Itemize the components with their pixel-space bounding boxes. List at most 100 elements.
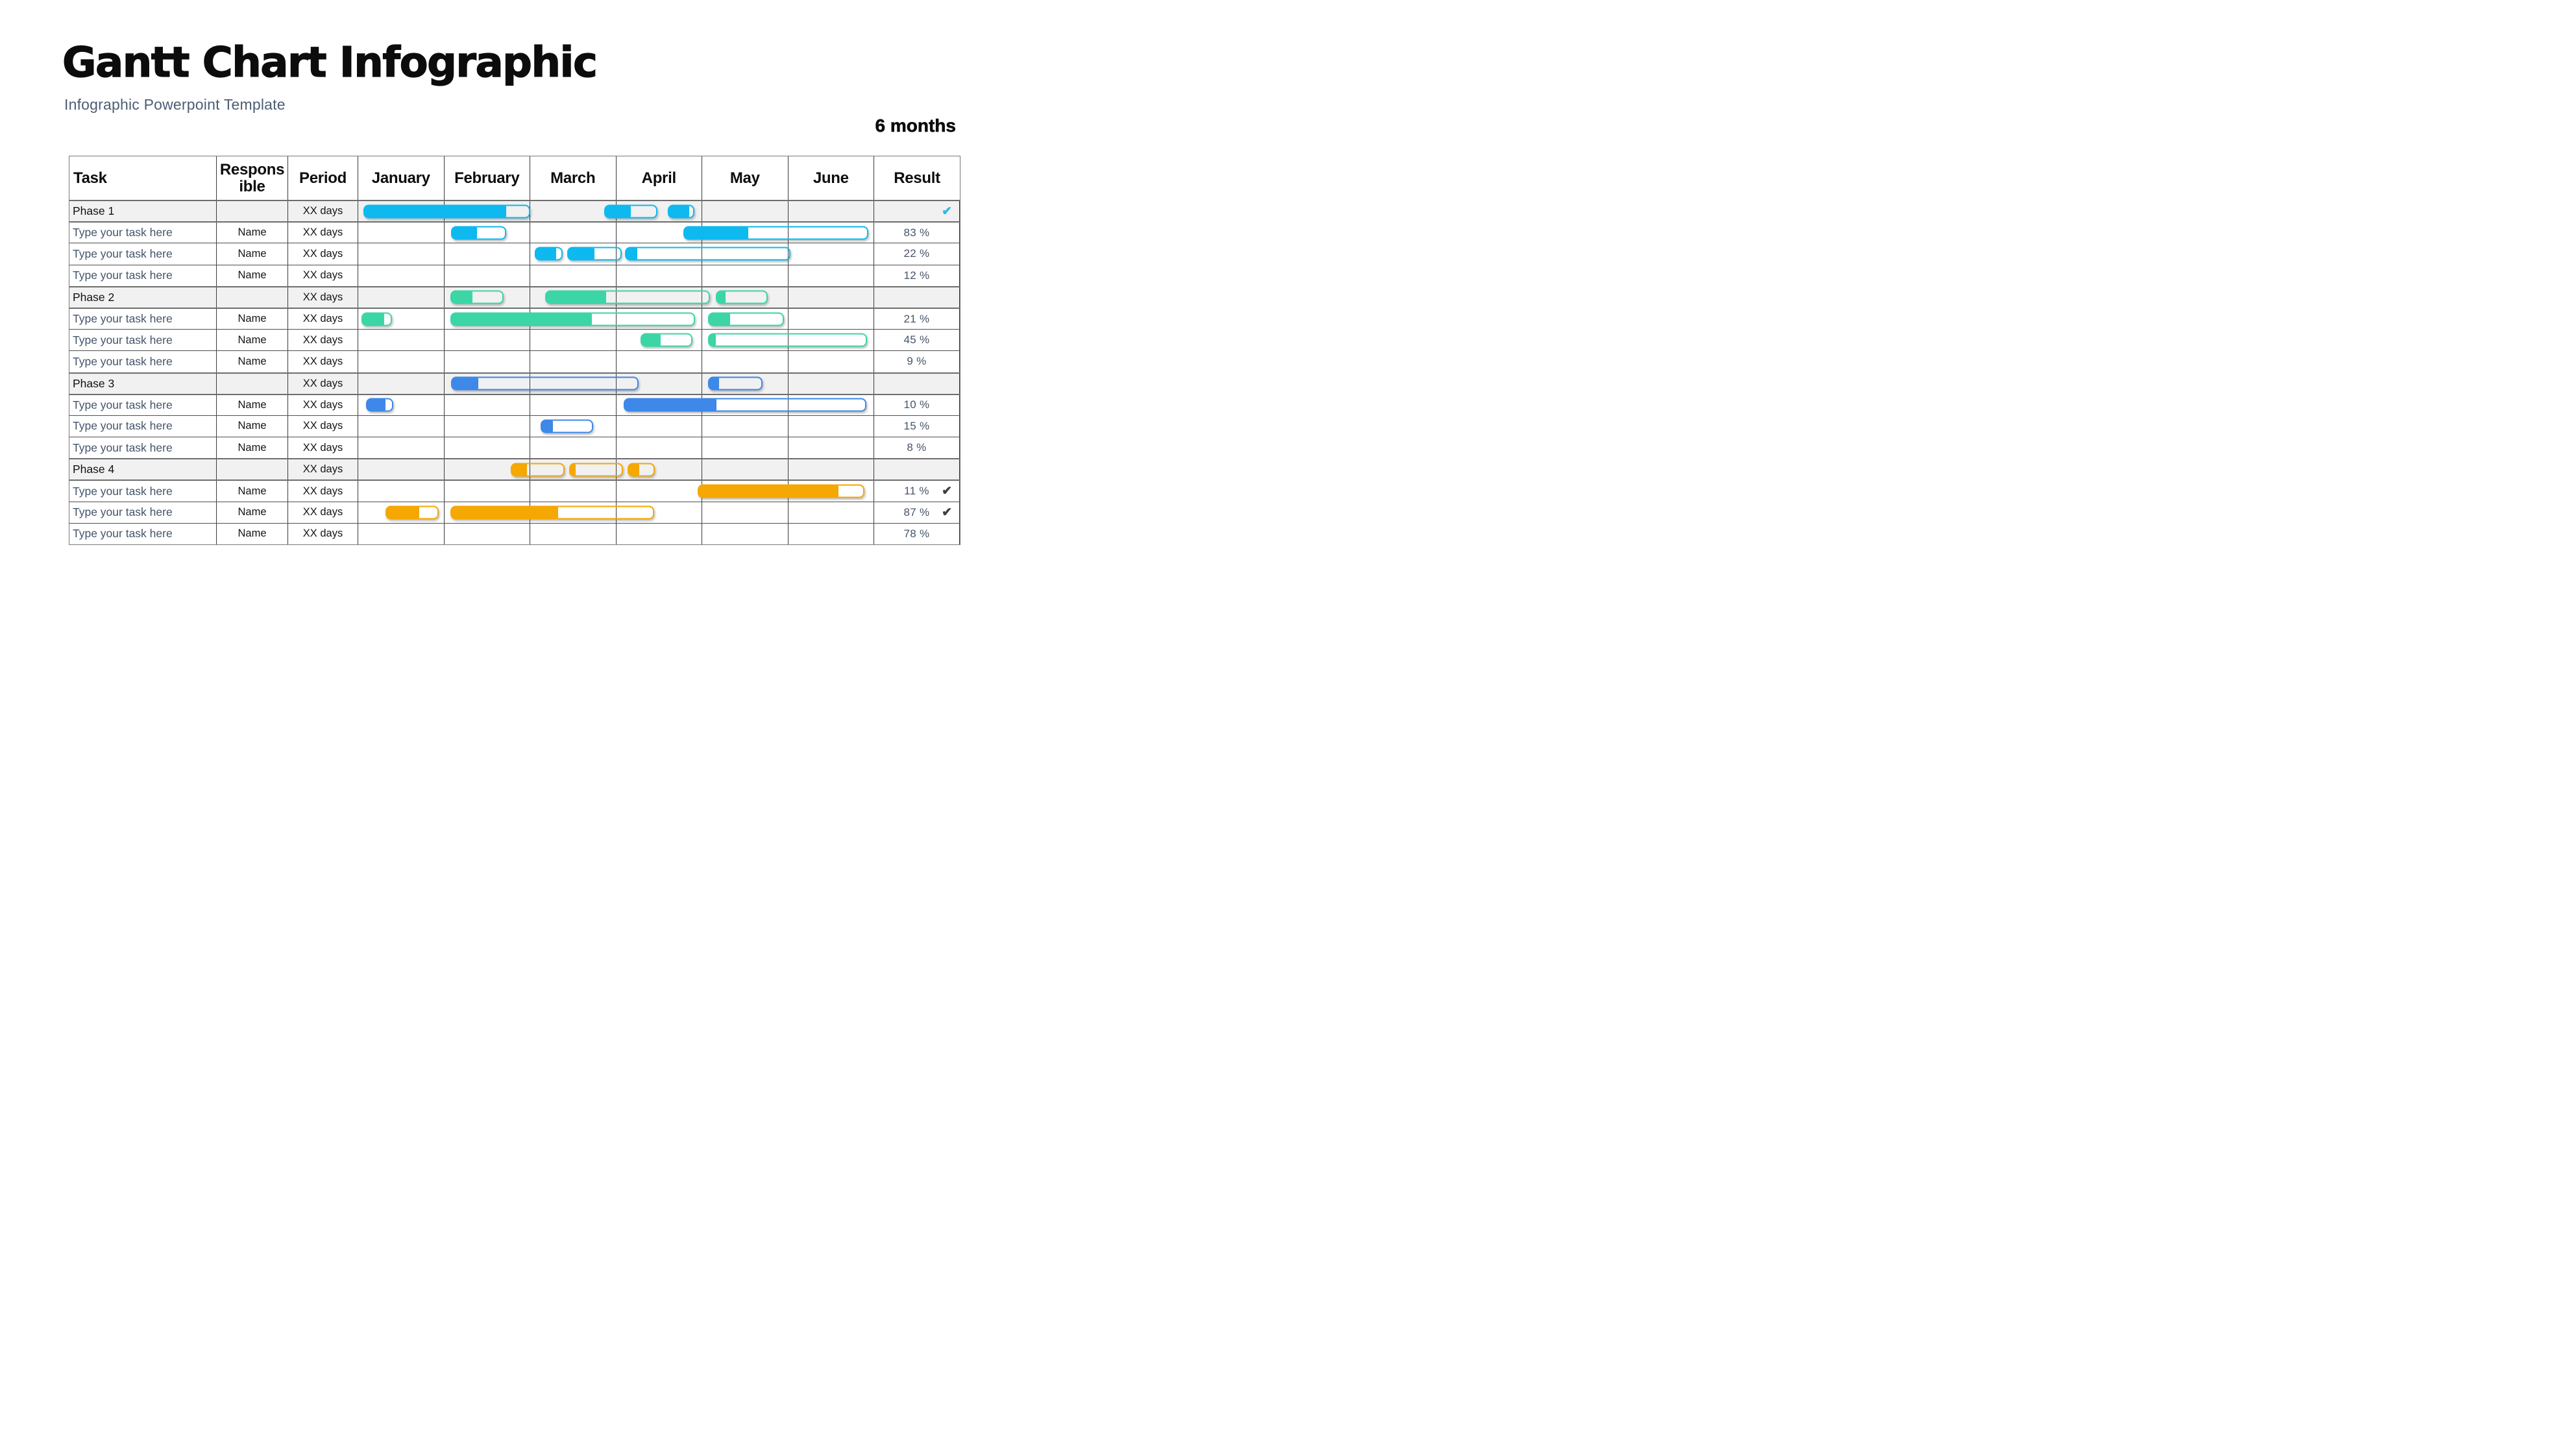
gantt-bar[interactable]: [450, 505, 654, 520]
responsible-cell[interactable]: [217, 373, 288, 394]
month-cell-june: [789, 201, 874, 222]
gantt-bar[interactable]: [640, 333, 693, 347]
phase-name-cell[interactable]: Phase 2: [69, 287, 217, 308]
check-icon: ✔: [942, 505, 952, 520]
task-name-cell[interactable]: Type your task here: [69, 243, 217, 265]
gantt-bar[interactable]: [698, 484, 865, 498]
result-cell: 10 %: [874, 394, 960, 415]
task-name-cell[interactable]: Type your task here: [69, 415, 217, 437]
column-header-march: March: [530, 156, 617, 200]
column-header-january: January: [358, 156, 445, 200]
gantt-bar[interactable]: [569, 463, 624, 477]
responsible-cell[interactable]: [217, 459, 288, 480]
gantt-bar[interactable]: [534, 247, 563, 261]
gantt-bar[interactable]: [716, 290, 768, 304]
task-name-cell[interactable]: Type your task here: [69, 223, 217, 243]
responsible-cell[interactable]: Name: [217, 330, 288, 351]
task-name-cell[interactable]: Type your task here: [69, 351, 217, 372]
responsible-cell[interactable]: Name: [217, 415, 288, 437]
gantt-bar-fill: [628, 464, 639, 476]
task-name-cell[interactable]: Type your task here: [69, 308, 217, 330]
task-name-cell[interactable]: Type your task here: [69, 330, 217, 351]
gantt-bar[interactable]: [708, 312, 784, 326]
result-cell: 21 %: [874, 308, 960, 330]
period-cell[interactable]: XX days: [288, 502, 358, 523]
gantt-bar[interactable]: [540, 419, 593, 433]
period-cell[interactable]: XX days: [288, 287, 358, 308]
gantt-bar[interactable]: [708, 376, 763, 391]
responsible-cell[interactable]: Name: [217, 481, 288, 502]
period-cell[interactable]: XX days: [288, 201, 358, 222]
period-cell[interactable]: XX days: [288, 265, 358, 286]
responsible-cell[interactable]: Name: [217, 265, 288, 286]
responsible-cell[interactable]: Name: [217, 394, 288, 415]
gantt-bar[interactable]: [363, 204, 530, 219]
period-cell[interactable]: XX days: [288, 415, 358, 437]
responsible-cell[interactable]: Name: [217, 351, 288, 372]
responsible-cell[interactable]: Name: [217, 223, 288, 243]
period-cell[interactable]: XX days: [288, 437, 358, 459]
result-percent: 8 %: [907, 441, 927, 454]
month-cell-may: [702, 223, 789, 243]
gantt-bar[interactable]: [450, 290, 504, 304]
gantt-bar[interactable]: [668, 204, 695, 219]
gantt-bar-fill: [699, 485, 839, 497]
gantt-bar[interactable]: [627, 463, 655, 477]
gantt-bar[interactable]: [683, 226, 868, 240]
gantt-bar-fill: [365, 206, 506, 217]
task-row: Type your task here Name XX days 83 %: [69, 221, 960, 243]
period-cell[interactable]: XX days: [288, 223, 358, 243]
task-name-cell[interactable]: Type your task here: [69, 481, 217, 502]
gantt-bar[interactable]: [451, 226, 506, 240]
gantt-bars-overlay: [358, 330, 874, 350]
task-name-cell[interactable]: Type your task here: [69, 437, 217, 459]
gantt-bar[interactable]: [510, 463, 565, 477]
month-cell-january: [358, 437, 445, 459]
responsible-cell[interactable]: Name: [217, 502, 288, 523]
task-name-cell[interactable]: Type your task here: [69, 502, 217, 523]
phase-name-cell[interactable]: Phase 1: [69, 201, 217, 222]
gantt-bar[interactable]: [385, 505, 439, 520]
gantt-bar[interactable]: [624, 398, 867, 412]
phase-name-cell[interactable]: Phase 3: [69, 373, 217, 394]
responsible-cell[interactable]: Name: [217, 523, 288, 544]
gantt-bar-fill: [709, 378, 719, 389]
task-row: Type your task here Name XX days 15 %: [69, 415, 960, 437]
period-cell[interactable]: XX days: [288, 243, 358, 265]
task-name-cell[interactable]: Type your task here: [69, 394, 217, 415]
gantt-bar[interactable]: [450, 312, 696, 326]
gantt-bar[interactable]: [451, 376, 639, 391]
gantt-bar[interactable]: [567, 247, 622, 261]
month-cell-march: [530, 459, 617, 480]
gantt-bar[interactable]: [624, 247, 791, 261]
period-cell[interactable]: XX days: [288, 523, 358, 544]
gantt-bar[interactable]: [604, 204, 658, 219]
gantt-bar[interactable]: [708, 333, 868, 347]
month-cell-april: [617, 351, 702, 372]
gantt-bars-overlay: [358, 416, 874, 437]
month-cell-june: [789, 415, 874, 437]
phase-name-cell[interactable]: Phase 4: [69, 459, 217, 480]
period-cell[interactable]: XX days: [288, 481, 358, 502]
month-cell-march: [530, 243, 617, 265]
period-cell[interactable]: XX days: [288, 330, 358, 351]
gantt-bar-fill: [625, 399, 716, 411]
month-cell-march: [530, 415, 617, 437]
period-cell[interactable]: XX days: [288, 459, 358, 480]
gantt-bar[interactable]: [544, 290, 710, 304]
task-name-cell[interactable]: Type your task here: [69, 523, 217, 544]
period-cell[interactable]: XX days: [288, 308, 358, 330]
responsible-cell[interactable]: [217, 287, 288, 308]
responsible-cell[interactable]: Name: [217, 437, 288, 459]
responsible-cell[interactable]: [217, 201, 288, 222]
phase-row: Phase 1 XX days ✔: [69, 200, 960, 222]
task-name-cell[interactable]: Type your task here: [69, 265, 217, 286]
gantt-bar[interactable]: [361, 312, 392, 326]
gantt-bar[interactable]: [365, 398, 394, 412]
period-cell[interactable]: XX days: [288, 351, 358, 372]
period-cell[interactable]: XX days: [288, 394, 358, 415]
month-cell-june: [789, 223, 874, 243]
responsible-cell[interactable]: Name: [217, 308, 288, 330]
period-cell[interactable]: XX days: [288, 373, 358, 394]
responsible-cell[interactable]: Name: [217, 243, 288, 265]
